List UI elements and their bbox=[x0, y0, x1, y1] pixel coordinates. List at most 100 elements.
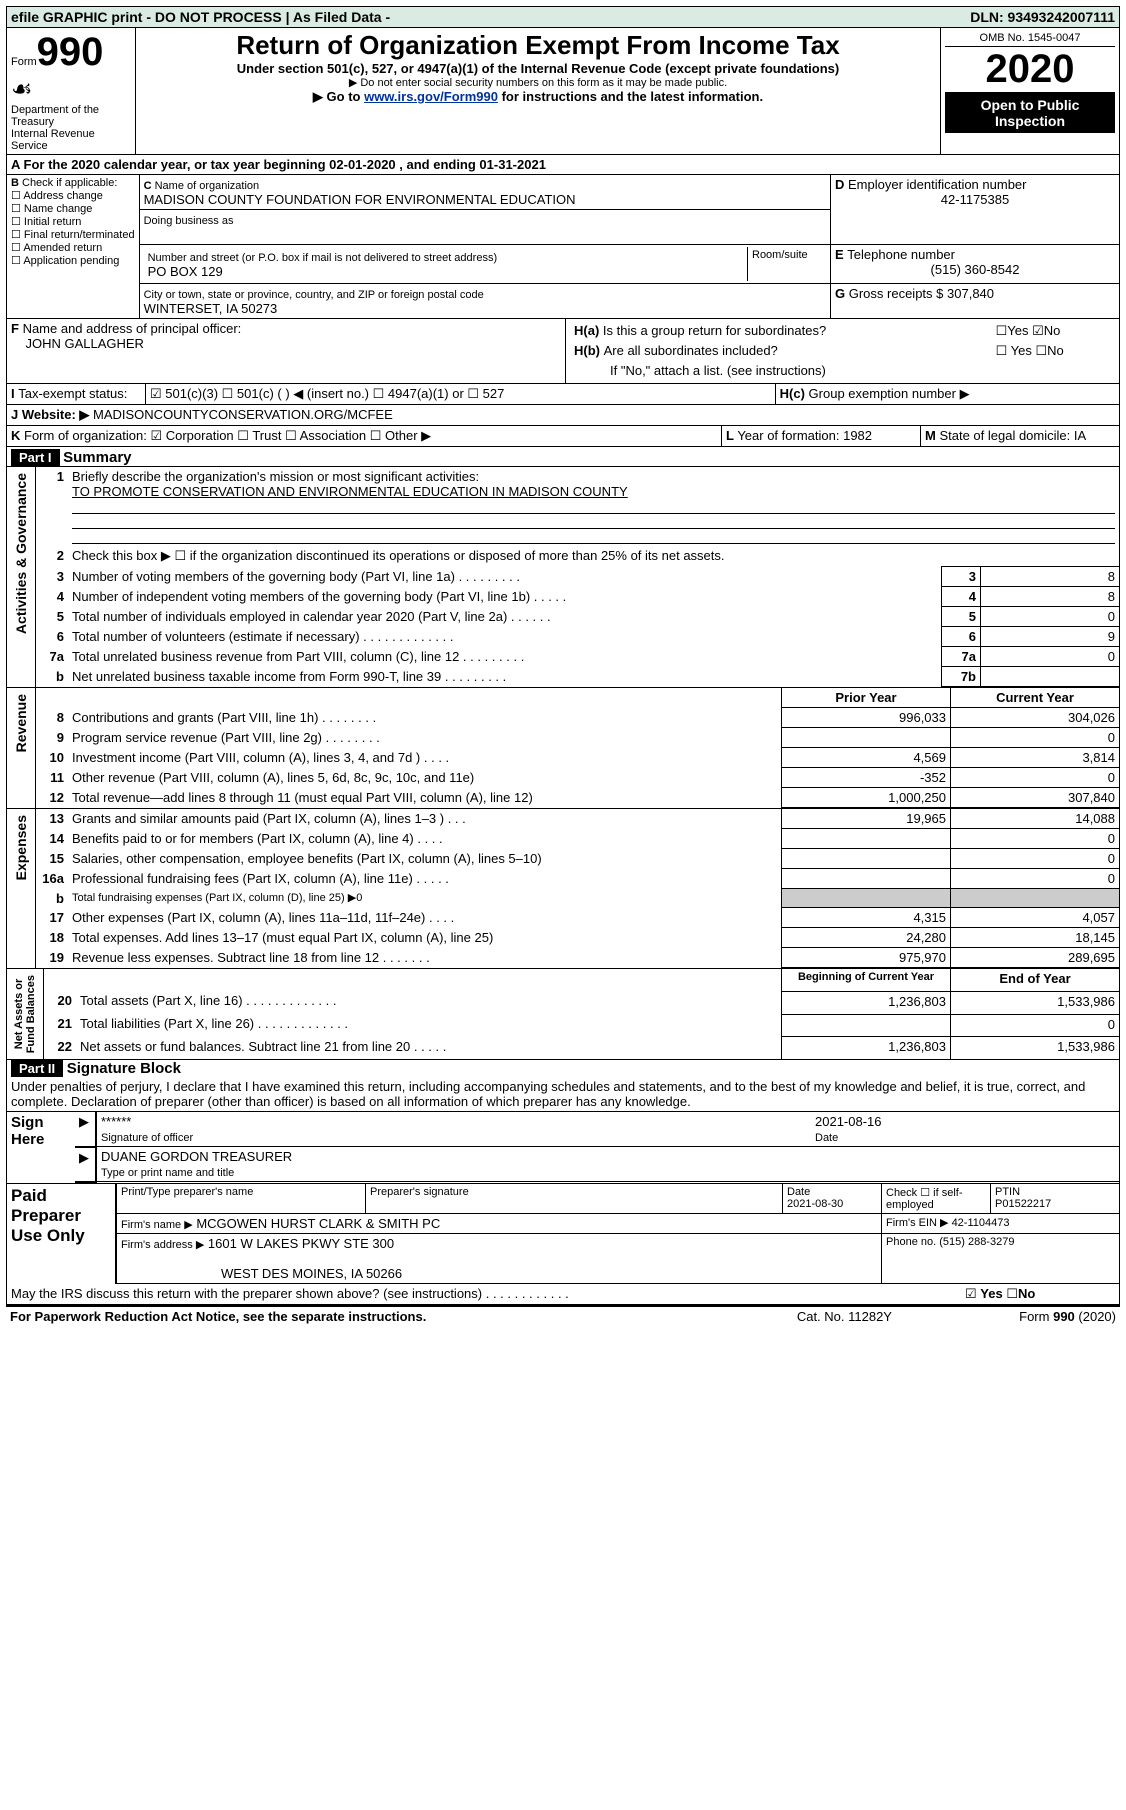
ha-label: Is this a group return for subordinates? bbox=[603, 323, 826, 338]
sig-label: Signature of officer bbox=[101, 1132, 193, 1144]
l13: Grants and similar amounts paid (Part IX… bbox=[68, 809, 782, 829]
officer-name: JOHN GALLAGHER bbox=[25, 336, 143, 351]
q2: Check this box ▶ ☐ if the organization d… bbox=[68, 546, 1119, 567]
self-emp[interactable]: Check ☐ if self-employed bbox=[882, 1183, 991, 1213]
officer-printed: DUANE GORDON TREASURER bbox=[101, 1149, 292, 1164]
i-527[interactable]: 527 bbox=[483, 386, 505, 401]
l8: Contributions and grants (Part VIII, lin… bbox=[68, 708, 782, 728]
return-title: Return of Organization Exempt From Incom… bbox=[140, 30, 936, 61]
prep-phone: (515) 288-3279 bbox=[939, 1236, 1014, 1248]
discuss-yes[interactable]: Yes bbox=[980, 1286, 1002, 1301]
b-app[interactable]: Application pending bbox=[23, 255, 119, 267]
sig-stars: ****** bbox=[101, 1114, 131, 1129]
l19: Revenue less expenses. Subtract line 18 … bbox=[68, 948, 782, 968]
l7av: 0 bbox=[981, 647, 1120, 667]
b-final[interactable]: Final return/terminated bbox=[24, 229, 135, 241]
l20c: 1,533,986 bbox=[951, 991, 1120, 1014]
prep-date-label: Date bbox=[787, 1186, 810, 1198]
k-trust[interactable]: Trust bbox=[252, 428, 281, 443]
line-a: For the 2020 calendar year, or tax year … bbox=[24, 157, 546, 172]
goto-post: for instructions and the latest informat… bbox=[498, 89, 763, 104]
topbar-mid: As Filed Data - bbox=[293, 9, 390, 25]
l7b: Net unrelated business taxable income fr… bbox=[68, 667, 942, 687]
l7bv bbox=[981, 667, 1120, 687]
b-name[interactable]: Name change bbox=[24, 203, 93, 215]
room-label: Room/suite bbox=[748, 247, 827, 281]
b-init[interactable]: Initial return bbox=[24, 216, 81, 228]
cy-head: Current Year bbox=[996, 690, 1074, 705]
paid-preparer: Paid Preparer Use Only bbox=[7, 1183, 116, 1283]
hc-label: Group exemption number ▶ bbox=[809, 386, 970, 401]
perjury-decl: Under penalties of perjury, I declare th… bbox=[7, 1077, 1119, 1112]
l11p: -352 bbox=[782, 768, 951, 788]
discuss-no[interactable]: No bbox=[1018, 1286, 1035, 1301]
i-4947[interactable]: 4947(a)(1) or bbox=[388, 386, 464, 401]
ha-yes[interactable]: Yes bbox=[1007, 323, 1028, 338]
dept-label: Department of the Treasury Internal Reve… bbox=[11, 104, 131, 152]
l5v: 0 bbox=[981, 607, 1120, 627]
b-head: Check if applicable: bbox=[22, 177, 117, 189]
l14p bbox=[782, 829, 951, 849]
i-501c[interactable]: 501(c) ( ) ◀ (insert no.) bbox=[237, 386, 369, 401]
cat-no: Cat. No. 11282Y bbox=[754, 1306, 936, 1326]
f-label: Name and address of principal officer: bbox=[23, 321, 242, 336]
print-name-label: Type or print name and title bbox=[101, 1167, 234, 1179]
irs-link[interactable]: www.irs.gov/Form990 bbox=[364, 89, 498, 104]
l4: Number of independent voting members of … bbox=[68, 587, 942, 607]
k-other[interactable]: Other ▶ bbox=[385, 428, 431, 443]
gross-receipts: 307,840 bbox=[947, 286, 994, 301]
prep-sig-label: Preparer's signature bbox=[366, 1183, 783, 1213]
l12c: 307,840 bbox=[951, 788, 1120, 808]
c-name-label: Name of organization bbox=[155, 180, 260, 192]
i-501c3[interactable]: 501(c)(3) bbox=[165, 386, 218, 401]
g-label: Gross receipts $ bbox=[849, 286, 944, 301]
l-label: Year of formation: bbox=[737, 428, 839, 443]
l18p: 24,280 bbox=[782, 928, 951, 948]
bcy-head: Beginning of Current Year bbox=[798, 971, 934, 983]
part2-title: Signature Block bbox=[67, 1060, 181, 1077]
l9c: 0 bbox=[951, 728, 1120, 748]
goto-pre: ▶ Go to bbox=[313, 89, 364, 104]
l10: Investment income (Part VIII, column (A)… bbox=[68, 748, 782, 768]
sec-revenue: Revenue bbox=[11, 690, 31, 756]
b-addr[interactable]: Address change bbox=[23, 190, 103, 202]
l18c: 18,145 bbox=[951, 928, 1120, 948]
m-val: IA bbox=[1074, 428, 1086, 443]
prep-name-label: Print/Type preparer's name bbox=[116, 1183, 366, 1213]
hb-note: If "No," attach a list. (see instruction… bbox=[570, 361, 1115, 380]
part1-title: Summary bbox=[63, 449, 131, 466]
city-label: City or town, state or province, country… bbox=[144, 289, 484, 301]
l16a: Professional fundraising fees (Part IX, … bbox=[68, 869, 782, 889]
phone-label: Phone no. bbox=[886, 1236, 936, 1248]
l7a: Total unrelated business revenue from Pa… bbox=[68, 647, 942, 667]
b-amend[interactable]: Amended return bbox=[23, 242, 102, 254]
l20p: 1,236,803 bbox=[782, 991, 951, 1014]
l21p bbox=[782, 1014, 951, 1037]
firm-addr1: 1601 W LAKES PKWY STE 300 bbox=[208, 1236, 394, 1251]
firm-name: MCGOWEN HURST CLARK & SMITH PC bbox=[196, 1216, 440, 1231]
l22p: 1,236,803 bbox=[782, 1037, 951, 1060]
j-label: Website: ▶ bbox=[22, 407, 90, 422]
l11c: 0 bbox=[951, 768, 1120, 788]
hb-no[interactable]: No bbox=[1047, 343, 1064, 358]
l22: Net assets or fund balances. Subtract li… bbox=[76, 1037, 782, 1060]
l19p: 975,970 bbox=[782, 948, 951, 968]
l11: Other revenue (Part VIII, column (A), li… bbox=[68, 768, 782, 788]
ssn-notice: ▶ Do not enter social security numbers o… bbox=[140, 76, 936, 89]
website-val: MADISONCOUNTYCONSERVATION.ORG/MCFEE bbox=[93, 407, 393, 422]
d-label: Employer identification number bbox=[848, 177, 1026, 192]
open-public-box: Open to Public Inspection bbox=[945, 93, 1115, 133]
city-val: WINTERSET, IA 50273 bbox=[144, 301, 278, 316]
hb-label: Are all subordinates included? bbox=[604, 343, 778, 358]
org-name: MADISON COUNTY FOUNDATION FOR ENVIRONMEN… bbox=[144, 192, 576, 207]
hb-yes[interactable]: Yes bbox=[1011, 343, 1032, 358]
pra-notice: For Paperwork Reduction Act Notice, see … bbox=[10, 1309, 426, 1324]
section-subtitle: Under section 501(c), 527, or 4947(a)(1)… bbox=[140, 61, 936, 76]
k-corp[interactable]: Corporation bbox=[166, 428, 234, 443]
ein-value: 42-1175385 bbox=[835, 192, 1115, 207]
phone-val: (515) 360-8542 bbox=[835, 262, 1115, 277]
l15: Salaries, other compensation, employee b… bbox=[68, 849, 782, 869]
k-assoc[interactable]: Association bbox=[300, 428, 366, 443]
dba-label: Doing business as bbox=[144, 215, 234, 227]
ha-no[interactable]: No bbox=[1044, 323, 1061, 338]
